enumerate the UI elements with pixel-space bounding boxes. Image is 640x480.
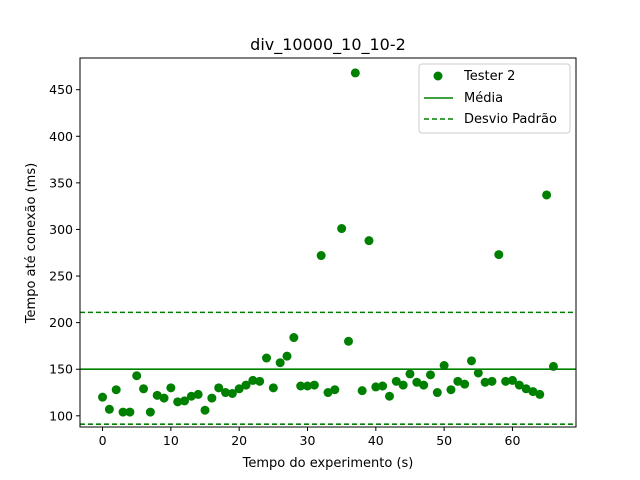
data-point (350, 68, 360, 78)
data-point (275, 358, 285, 368)
data-point (494, 250, 504, 260)
data-point (542, 190, 552, 200)
legend-label-stddev: Desvio Padrão (464, 112, 557, 127)
data-point (111, 385, 121, 395)
data-point (330, 385, 340, 395)
data-point (535, 389, 545, 399)
data-point (255, 376, 265, 386)
data-point (200, 405, 210, 415)
data-point (514, 380, 524, 390)
data-point (412, 377, 422, 387)
y-tick-label: 100 (49, 408, 73, 423)
data-point (166, 383, 176, 393)
data-point (453, 376, 463, 386)
data-point (309, 380, 319, 390)
x-tick-label: 40 (368, 433, 384, 448)
data-point (371, 382, 381, 392)
data-point (145, 407, 155, 417)
y-tick-label: 300 (49, 222, 73, 237)
legend-marker-scatter (433, 71, 443, 81)
data-point (432, 388, 442, 398)
data-point (241, 380, 251, 390)
data-point (282, 351, 292, 361)
data-point (323, 388, 333, 398)
data-point (289, 333, 299, 343)
data-point (398, 380, 408, 390)
data-point (439, 361, 449, 370)
data-point (296, 381, 306, 391)
legend: Tester 2 Média Desvio Padrão (418, 63, 571, 134)
data-point (378, 381, 388, 391)
data-point (173, 397, 183, 407)
data-point (268, 383, 278, 393)
data-point (364, 236, 374, 246)
data-point (104, 404, 114, 414)
x-tick-label: 60 (505, 433, 521, 448)
data-point (419, 380, 429, 390)
data-point (384, 391, 394, 401)
data-point (227, 388, 237, 398)
y-axis-label: Tempo até conexão (ms) (24, 163, 39, 324)
data-point (303, 381, 313, 391)
data-point (207, 393, 217, 403)
y-tick-label: 250 (49, 269, 73, 284)
data-point (193, 389, 203, 399)
data-point (425, 370, 435, 380)
data-point (548, 361, 558, 371)
data-point (262, 353, 272, 363)
data-point (521, 384, 531, 394)
data-point (98, 392, 108, 402)
data-point (316, 251, 326, 261)
data-point (487, 376, 497, 386)
data-point (501, 376, 511, 386)
data-point (125, 407, 135, 417)
y-tick-label: 200 (49, 315, 73, 330)
data-point (248, 375, 258, 385)
data-point (528, 387, 538, 397)
data-point (152, 390, 162, 400)
data-point (221, 388, 231, 398)
data-point (180, 396, 190, 406)
chart-title: div_10000_10_10-2 (250, 35, 406, 55)
legend-frame (418, 63, 571, 134)
data-point (357, 386, 367, 396)
y-tick-label: 150 (49, 362, 73, 377)
legend-label-scatter: Tester 2 (463, 69, 515, 84)
legend-label-mean: Média (464, 91, 503, 106)
x-tick-label: 0 (99, 433, 107, 448)
data-point (405, 369, 415, 379)
data-point (460, 379, 470, 389)
y-tick-label: 450 (49, 82, 73, 97)
data-point (446, 385, 456, 395)
data-point (186, 391, 196, 401)
y-tick-label: 350 (49, 175, 73, 190)
plot-area: 0 10 20 30 40 50 60 100 150 200 250 300 350 400 450 (49, 57, 577, 448)
data-point (337, 224, 347, 234)
x-tick-label: 10 (163, 433, 179, 448)
data-point (132, 371, 142, 381)
x-tick-label: 30 (300, 433, 316, 448)
data-point (234, 384, 244, 394)
data-point (473, 368, 483, 378)
data-point (480, 377, 490, 387)
data-point (118, 407, 128, 417)
axes-frame (79, 57, 577, 428)
x-tick-label: 50 (436, 433, 452, 448)
data-point (159, 393, 169, 403)
x-tick-label: 20 (231, 433, 247, 448)
data-point (214, 383, 224, 393)
y-tick-label: 400 (49, 129, 73, 144)
data-point (139, 384, 149, 394)
data-point (507, 375, 517, 385)
data-point (343, 336, 353, 346)
x-axis-label: Tempo do experimento (s) (242, 456, 414, 471)
data-point (391, 376, 401, 386)
data-point (466, 356, 476, 366)
